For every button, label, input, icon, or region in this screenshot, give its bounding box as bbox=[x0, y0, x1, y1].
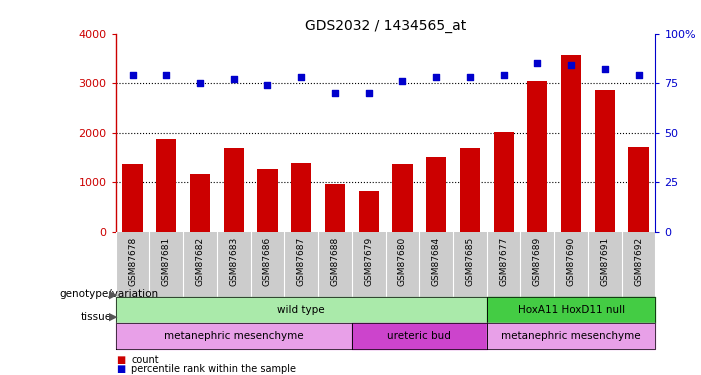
Title: GDS2032 / 1434565_at: GDS2032 / 1434565_at bbox=[305, 19, 466, 33]
Text: ureteric bud: ureteric bud bbox=[388, 331, 451, 341]
Text: wild type: wild type bbox=[278, 305, 325, 315]
Point bbox=[161, 72, 172, 78]
Text: ■: ■ bbox=[116, 355, 125, 365]
Point bbox=[599, 66, 611, 72]
Text: GSM87683: GSM87683 bbox=[229, 237, 238, 286]
Bar bbox=[527, 81, 547, 232]
Point bbox=[329, 90, 341, 96]
Point bbox=[228, 76, 239, 82]
Text: ■: ■ bbox=[116, 364, 125, 374]
Bar bbox=[190, 174, 210, 232]
Text: GSM87690: GSM87690 bbox=[566, 237, 576, 286]
Text: metanephric mesenchyme: metanephric mesenchyme bbox=[164, 331, 304, 341]
Bar bbox=[426, 157, 447, 232]
Bar bbox=[123, 164, 143, 232]
Bar bbox=[460, 148, 480, 232]
Text: ▶: ▶ bbox=[109, 312, 117, 322]
Text: GSM87689: GSM87689 bbox=[533, 237, 542, 286]
Bar bbox=[116, 297, 486, 323]
Text: metanephric mesenchyme: metanephric mesenchyme bbox=[501, 331, 641, 341]
Text: GSM87678: GSM87678 bbox=[128, 237, 137, 286]
Point bbox=[532, 60, 543, 66]
Text: tissue: tissue bbox=[81, 312, 111, 322]
Point bbox=[464, 74, 475, 80]
Point bbox=[498, 72, 509, 78]
Point bbox=[566, 63, 577, 69]
Bar bbox=[156, 139, 177, 232]
Bar bbox=[393, 164, 413, 232]
Point bbox=[430, 74, 442, 80]
Point bbox=[363, 90, 374, 96]
Bar bbox=[486, 323, 655, 349]
Point bbox=[397, 78, 408, 84]
Bar bbox=[486, 297, 655, 323]
Point bbox=[194, 80, 205, 86]
Bar bbox=[629, 147, 648, 232]
Bar bbox=[359, 191, 379, 232]
Text: GSM87684: GSM87684 bbox=[432, 237, 441, 286]
Bar bbox=[257, 169, 278, 232]
Text: count: count bbox=[131, 355, 158, 365]
Text: GSM87687: GSM87687 bbox=[297, 237, 306, 286]
Text: GSM87686: GSM87686 bbox=[263, 237, 272, 286]
Point bbox=[296, 74, 307, 80]
Text: GSM87682: GSM87682 bbox=[196, 237, 205, 286]
Text: GSM87677: GSM87677 bbox=[499, 237, 508, 286]
Point bbox=[262, 82, 273, 88]
Text: GSM87680: GSM87680 bbox=[398, 237, 407, 286]
Text: HoxA11 HoxD11 null: HoxA11 HoxD11 null bbox=[517, 305, 625, 315]
Bar bbox=[561, 55, 581, 232]
Text: GSM87681: GSM87681 bbox=[162, 237, 171, 286]
Bar bbox=[116, 323, 352, 349]
Bar bbox=[594, 90, 615, 232]
Text: genotype/variation: genotype/variation bbox=[60, 290, 158, 299]
Point bbox=[633, 72, 644, 78]
Bar bbox=[352, 323, 486, 349]
Text: GSM87685: GSM87685 bbox=[465, 237, 475, 286]
Text: GSM87692: GSM87692 bbox=[634, 237, 643, 286]
Text: percentile rank within the sample: percentile rank within the sample bbox=[131, 364, 296, 374]
Text: GSM87679: GSM87679 bbox=[365, 237, 373, 286]
Text: GSM87688: GSM87688 bbox=[330, 237, 339, 286]
Bar bbox=[291, 163, 311, 232]
Text: GSM87691: GSM87691 bbox=[600, 237, 609, 286]
Point bbox=[127, 72, 138, 78]
Bar bbox=[325, 184, 345, 232]
Bar bbox=[224, 148, 244, 232]
Bar bbox=[494, 132, 514, 232]
Text: ▶: ▶ bbox=[109, 290, 117, 299]
